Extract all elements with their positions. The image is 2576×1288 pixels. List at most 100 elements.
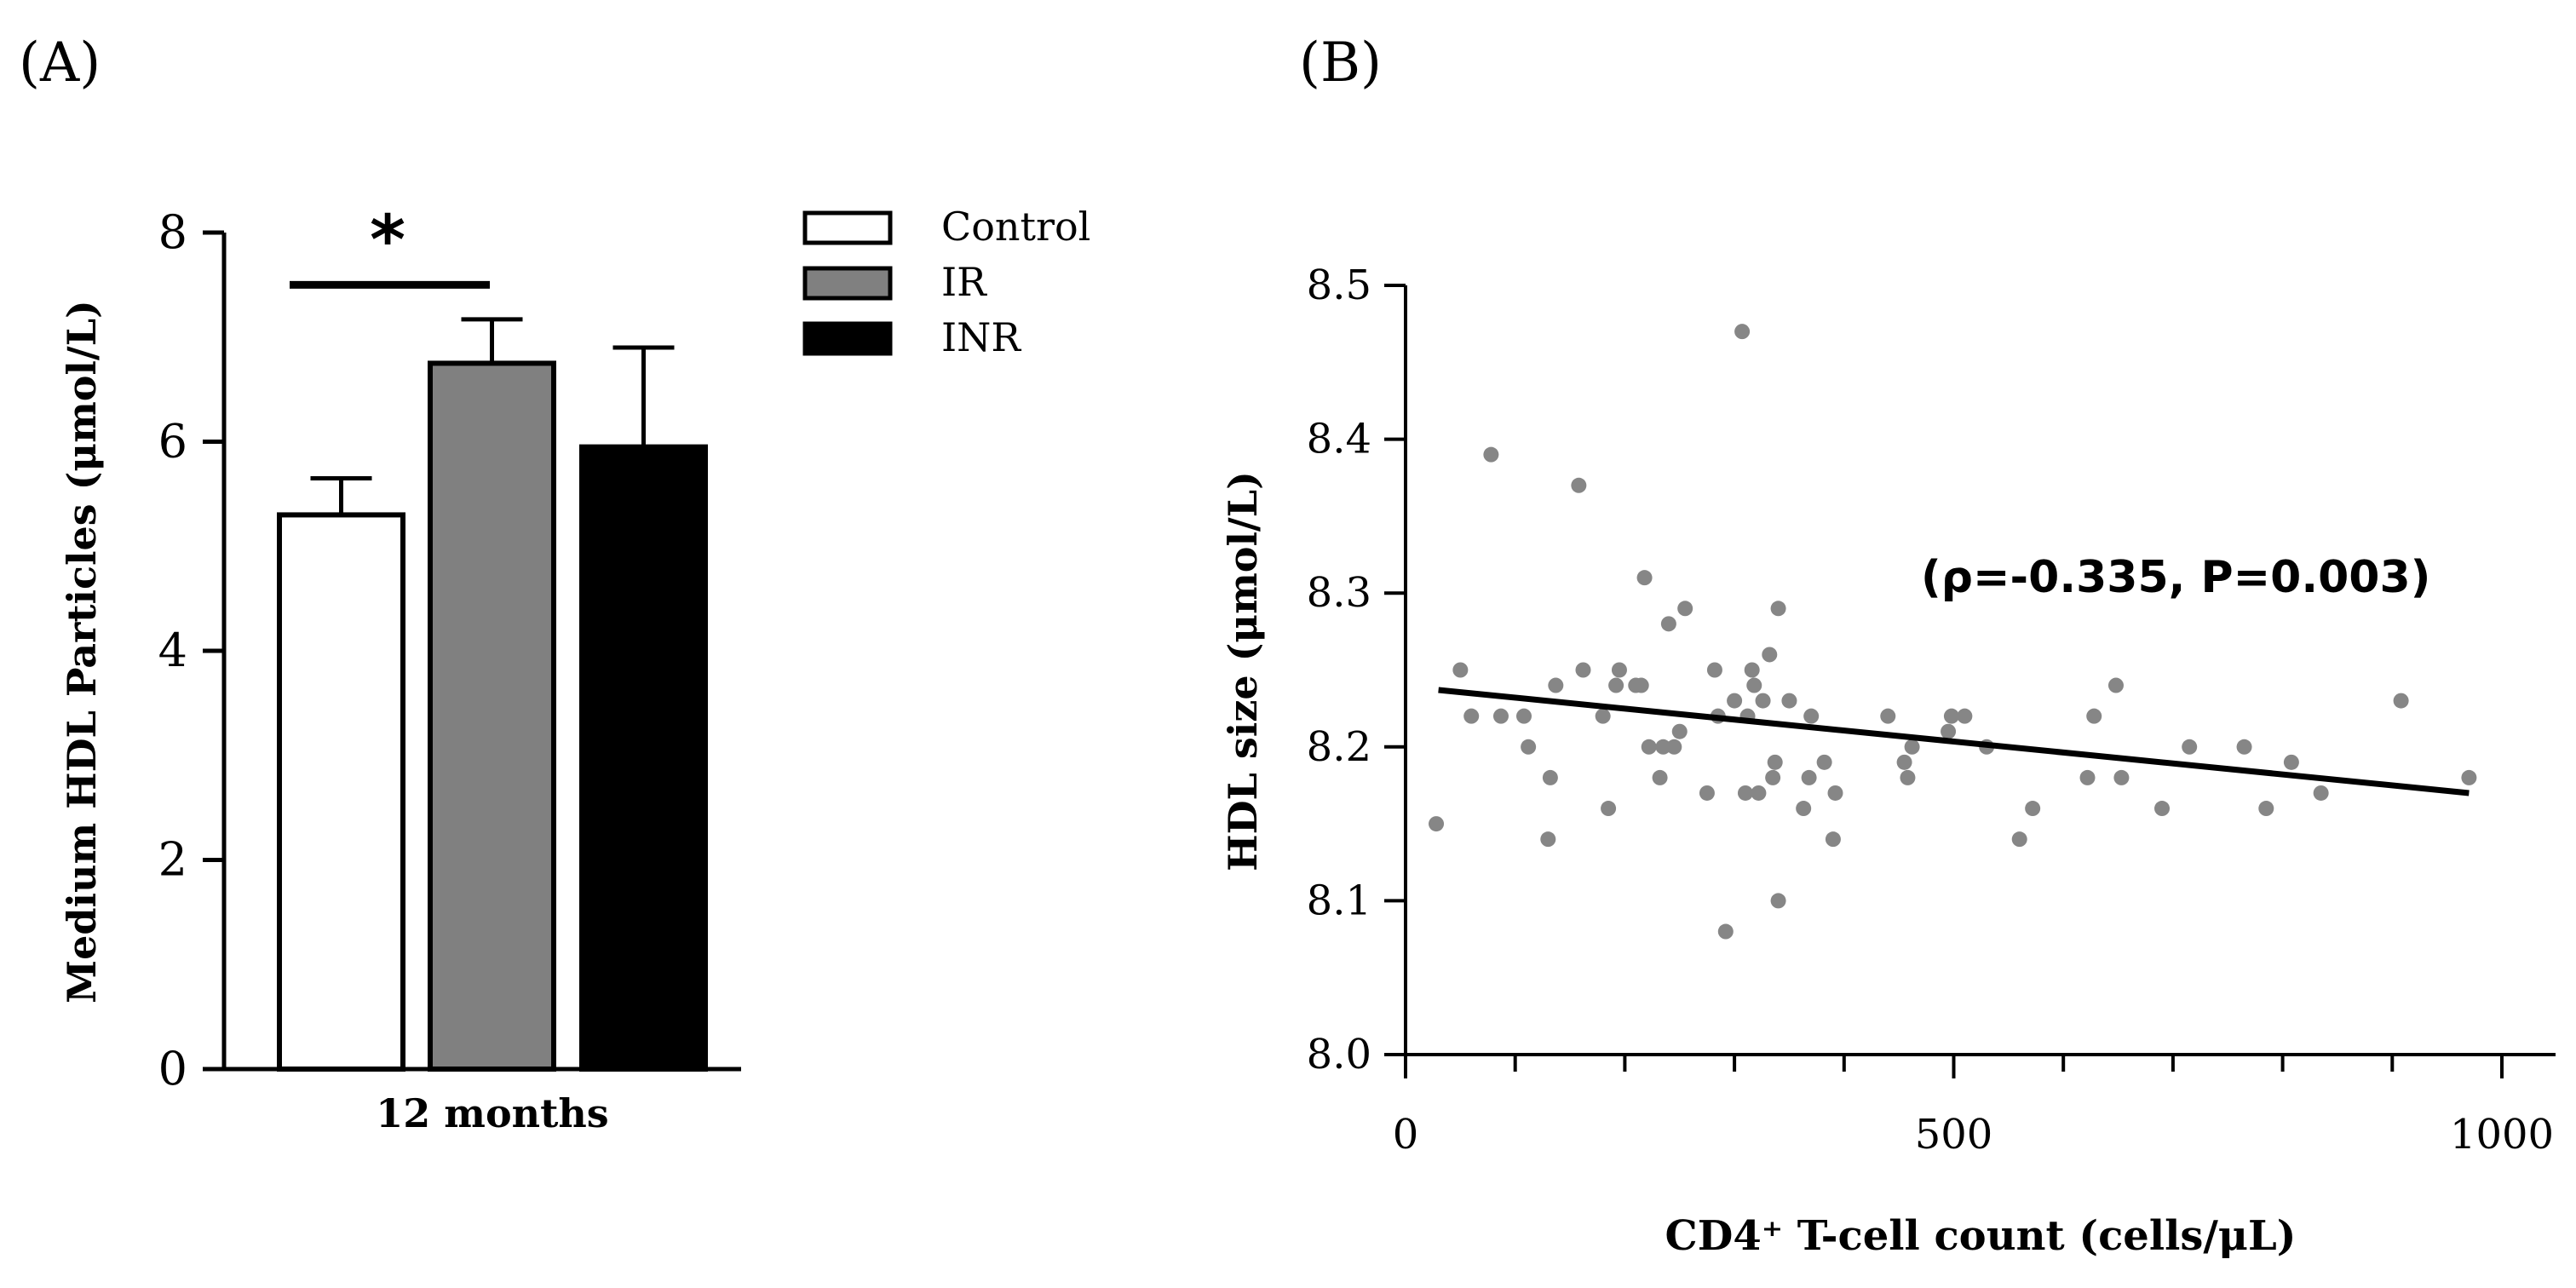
panel-b-point-34: [1744, 662, 1760, 678]
panel-b-x-ticks: 0 500 1000: [1393, 1055, 2554, 1159]
panel-b-point-41: [1770, 601, 1786, 617]
panel-b-point-38: [1762, 647, 1778, 663]
panel-b-point-42: [1770, 893, 1786, 909]
panel-b-point-59: [2025, 801, 2041, 817]
panel-b-point-14: [1608, 677, 1624, 693]
panel-a-legend-swatch-inr: [802, 321, 893, 356]
panel-b-point-35: [1746, 677, 1762, 693]
panel-a-legend-swatch-ir: [802, 266, 893, 301]
panel-b-point-60: [2079, 769, 2096, 785]
panel-b-point-43: [1781, 693, 1797, 709]
panel-b-point-13: [1601, 801, 1617, 817]
panel-a-bar-inr: [579, 444, 708, 1072]
panel-a-y-tick-label-4: 8: [158, 205, 187, 259]
panel-b-label: (B): [1299, 32, 1382, 95]
panel-b-scatter-chart: 8.0 8.1 8.2 8.3 8.4 8.5 0 500 1000 (ρ=-0.335, P…: [1220, 262, 2556, 1260]
panel-b-point-63: [2113, 769, 2130, 785]
panel-a-y-axis-label: Medium HDL Particles (μmol/L): [59, 300, 105, 1003]
panel-b-point-2: [1463, 708, 1480, 724]
panel-b-point-48: [1825, 831, 1841, 848]
panel-b-point-7: [1540, 831, 1556, 848]
panel-b-point-68: [2283, 754, 2299, 770]
panel-b-point-32: [1737, 785, 1753, 801]
panel-a-significance-star: *: [370, 200, 405, 279]
panel-b-point-67: [2258, 801, 2274, 817]
panel-b-point-17: [1633, 677, 1649, 693]
panel-b-y-tick-label-1: 8.1: [1307, 877, 1371, 924]
panel-b-point-15: [1611, 662, 1627, 678]
panel-b-point-12: [1595, 708, 1611, 724]
panel-b-point-25: [1677, 601, 1693, 617]
panel-b-y-tick-label-0: 8.0: [1307, 1031, 1371, 1078]
panel-a-category-label: 12 months: [376, 1090, 608, 1136]
panel-b-point-31: [1734, 324, 1751, 340]
panel-b-point-11: [1575, 662, 1591, 678]
panel-b-point-8: [1542, 769, 1558, 785]
panel-b-y-axis-label: HDL size (μmol/L): [1220, 471, 1266, 871]
panel-b-point-49: [1827, 785, 1843, 801]
panel-b-point-30: [1727, 693, 1743, 709]
panel-a-legend-label-inr: INR: [941, 314, 1021, 360]
panel-b-point-44: [1796, 801, 1812, 817]
panel-b-point-62: [2107, 677, 2124, 693]
panel-b-point-39: [1765, 769, 1781, 785]
panel-b-point-55: [1943, 708, 1959, 724]
panel-b-x-tick-label-1: 500: [1915, 1111, 1993, 1159]
panel-b-point-51: [1896, 754, 1912, 770]
panel-b-point-66: [2236, 739, 2252, 755]
panel-b-point-37: [1755, 693, 1771, 709]
panel-b-point-71: [2461, 769, 2477, 785]
panel-b-point-22: [1660, 616, 1676, 632]
panel-b-point-20: [1652, 769, 1668, 785]
panel-a-y-ticks: 0 2 4 6 8: [158, 205, 224, 1095]
panel-b-point-70: [2393, 693, 2409, 709]
panel-b-x-tick-label-0: 0: [1393, 1111, 1419, 1159]
panel-b-point-4: [1492, 708, 1509, 724]
panel-b-point-10: [1571, 477, 1587, 493]
panel-b-point-5: [1515, 708, 1532, 724]
panel-b-point-40: [1767, 754, 1783, 770]
panel-b-point-56: [1957, 708, 1973, 724]
panel-b-points: [1429, 324, 2477, 940]
panel-a-bar-control: [277, 512, 405, 1072]
panel-b-x-axis-label: CD4⁺ T-cell count (cells/μL): [1665, 1212, 2297, 1260]
panel-b-point-45: [1801, 769, 1817, 785]
panel-b-point-23: [1666, 739, 1682, 755]
panel-b-y-tick-label-5: 8.5: [1307, 262, 1371, 309]
panel-a-legend-swatch-control: [802, 210, 893, 245]
panel-a-significance: *: [290, 200, 490, 289]
panel-b-point-50: [1880, 708, 1896, 724]
panel-a-legend: Control IR INR: [802, 204, 1090, 360]
panel-b-point-9: [1548, 677, 1564, 693]
panel-a-y-tick-label-3: 6: [158, 415, 187, 469]
panel-b-y-tick-label-3: 8.3: [1307, 569, 1371, 617]
panel-b-y-tick-label-4: 8.4: [1307, 416, 1371, 463]
panel-b-point-54: [1941, 723, 1957, 739]
panel-a-legend-label-ir: IR: [941, 259, 987, 305]
panel-b-point-65: [2182, 739, 2198, 755]
panel-b-point-69: [2313, 785, 2329, 801]
panel-b-regression-line: [1438, 687, 2470, 796]
panel-b-point-64: [2154, 801, 2171, 817]
panel-b-point-0: [1429, 816, 1445, 832]
panel-b-x-tick-label-2: 1000: [2450, 1111, 2554, 1159]
panel-a-bars: [277, 317, 708, 1072]
panel-b-point-19: [1641, 739, 1657, 755]
panel-b-point-1: [1452, 662, 1469, 678]
panel-a-bar-chart: 0 2 4 6 8 * Medium HDL Particles (μmol/L) 12…: [59, 200, 1090, 1136]
panel-b-point-21: [1655, 739, 1671, 755]
panel-b-point-46: [1803, 708, 1820, 724]
panel-a-y-tick-label-0: 0: [158, 1042, 187, 1095]
panel-b-y-ticks: 8.0 8.1 8.2 8.3 8.4 8.5: [1307, 262, 1406, 1078]
panel-b-point-6: [1521, 739, 1537, 755]
panel-a-legend-label-control: Control: [941, 204, 1090, 250]
panel-b-point-3: [1483, 446, 1499, 463]
panel-b-point-24: [1671, 723, 1688, 739]
panel-a-y-tick-label-2: 4: [158, 624, 187, 677]
panel-b-point-18: [1636, 570, 1653, 586]
panel-a-label: (A): [19, 32, 101, 95]
panel-b-point-27: [1706, 662, 1722, 678]
panel-a-y-tick-label-1: 2: [158, 833, 187, 887]
panel-b-point-36: [1751, 785, 1767, 801]
